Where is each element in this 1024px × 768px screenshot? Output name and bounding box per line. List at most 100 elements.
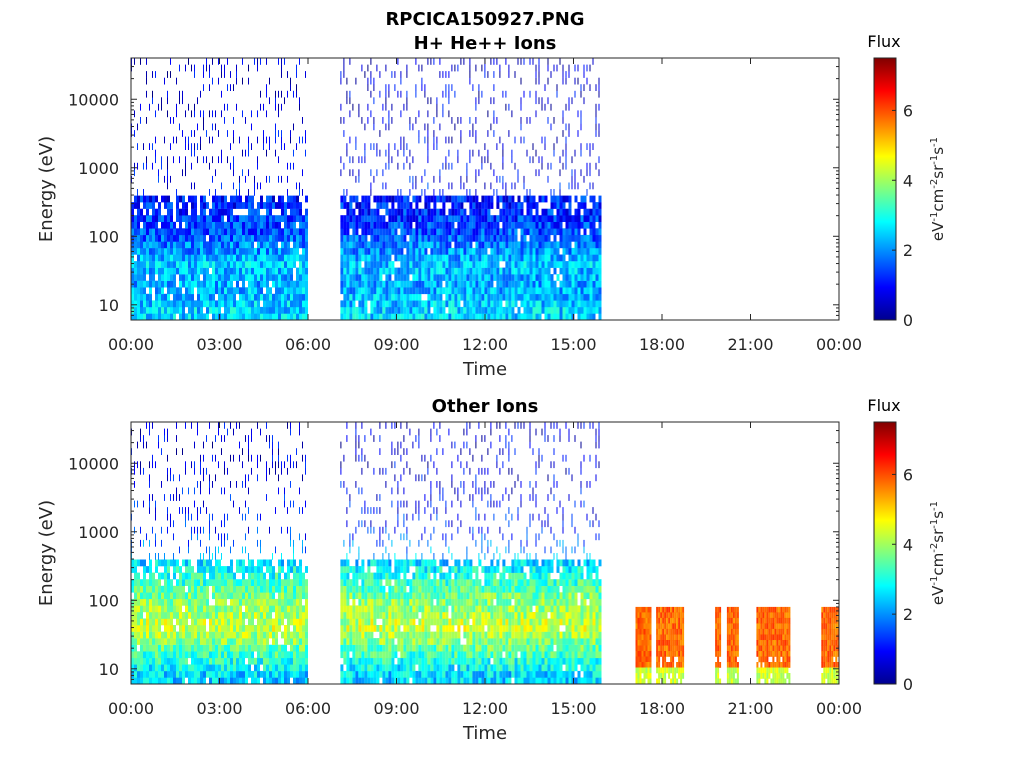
flux-cell	[179, 97, 180, 105]
flux-cell	[484, 182, 486, 190]
flux-cell	[137, 559, 140, 567]
flux-cell	[340, 215, 344, 222]
flux-cell	[209, 234, 212, 242]
flux-cell	[538, 267, 542, 275]
flux-cell	[394, 247, 398, 255]
flux-cell	[224, 261, 227, 268]
flux-cell	[568, 103, 570, 111]
flux-cell	[275, 467, 276, 475]
flux-cell	[158, 638, 161, 645]
flux-cell	[451, 84, 453, 91]
flux-cell	[370, 90, 372, 98]
flux-cell	[158, 605, 161, 613]
flux-cell	[158, 625, 161, 632]
flux-cell	[194, 234, 197, 242]
flux-cell	[469, 71, 471, 78]
flux-cell	[592, 228, 596, 236]
flux-cell	[514, 247, 518, 255]
flux-cell	[242, 280, 245, 288]
flux-cell	[526, 280, 530, 288]
flux-cell	[224, 71, 225, 78]
flux-cell	[164, 585, 167, 593]
flux-cell	[182, 195, 185, 203]
flux-cell	[394, 195, 398, 203]
flux-cell	[484, 241, 488, 249]
flux-cell	[275, 306, 278, 314]
flux-cell	[340, 559, 344, 567]
flux-cell	[290, 592, 293, 600]
flux-cell	[430, 247, 434, 255]
flux-cell	[553, 293, 557, 301]
flux-cell	[463, 254, 467, 262]
flux-cell	[203, 215, 206, 222]
flux-cell	[343, 631, 347, 639]
flux-cell	[409, 189, 411, 196]
flux-cell	[302, 572, 305, 580]
flux-cell	[424, 261, 428, 268]
flux-cell	[260, 546, 261, 554]
flux-cell	[346, 267, 350, 275]
x-axis-label: Time	[462, 359, 507, 380]
flux-cell	[137, 247, 140, 255]
flux-cell	[287, 664, 290, 672]
flux-cell	[149, 241, 152, 249]
flux-cell	[340, 241, 344, 249]
flux-cell	[140, 559, 143, 567]
flux-cell	[200, 143, 201, 150]
flux-cell	[586, 162, 588, 170]
flux-cell	[487, 261, 491, 268]
flux-cell	[275, 293, 278, 301]
flux-cell	[412, 300, 416, 308]
flux-cell	[424, 84, 426, 91]
flux-cell	[158, 274, 161, 281]
flux-cell	[215, 664, 218, 672]
flux-cell	[523, 274, 527, 281]
flux-cell	[131, 221, 134, 229]
flux-cell	[397, 267, 401, 275]
flux-cell	[586, 234, 590, 242]
flux-cell	[155, 579, 158, 586]
flux-cell	[182, 572, 185, 580]
flux-cell	[520, 280, 524, 288]
flux-cell	[305, 454, 306, 462]
flux-cell	[242, 215, 245, 222]
flux-cell	[230, 280, 233, 288]
flux-cell	[296, 664, 299, 672]
flux-cell	[460, 136, 462, 144]
flux-cell	[143, 598, 146, 606]
flux-cell	[388, 195, 392, 203]
flux-cell	[257, 208, 260, 216]
flux-cell	[430, 293, 434, 301]
flux-cell	[412, 267, 416, 275]
flux-cell	[544, 136, 546, 144]
flux-cell	[475, 136, 477, 144]
flux-cell	[245, 546, 246, 554]
flux-cell	[589, 300, 593, 308]
flux-cell	[242, 461, 243, 469]
flux-cell	[299, 631, 302, 639]
flux-cell	[188, 513, 189, 521]
flux-cell	[595, 130, 597, 137]
flux-cell	[263, 136, 264, 144]
flux-cell	[212, 306, 215, 314]
flux-cell	[508, 274, 512, 281]
flux-cell	[496, 267, 500, 275]
flux-cell	[251, 605, 254, 613]
flux-cell	[364, 202, 368, 209]
flux-cell	[215, 631, 218, 639]
flux-cell	[475, 234, 479, 242]
flux-cell	[197, 254, 200, 262]
flux-cell	[209, 533, 210, 541]
flux-cell	[454, 267, 458, 275]
flux-cell	[146, 156, 147, 164]
flux-cell	[272, 448, 273, 455]
flux-cell	[358, 638, 362, 645]
flux-cell	[355, 605, 359, 613]
flux-cell	[475, 195, 479, 203]
flux-cell	[583, 254, 587, 262]
flux-cell	[287, 300, 290, 308]
flux-cell	[248, 300, 251, 308]
flux-cell	[586, 64, 588, 72]
flux-cell	[179, 474, 180, 482]
flux-cell	[182, 90, 183, 98]
